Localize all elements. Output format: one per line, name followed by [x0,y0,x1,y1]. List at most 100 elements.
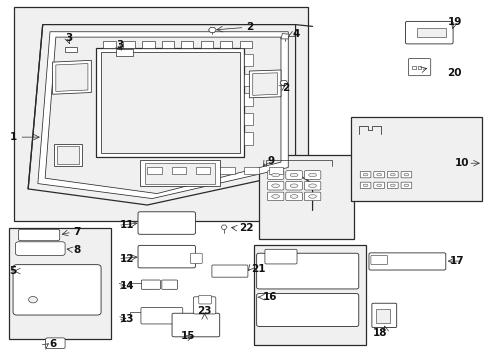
Ellipse shape [376,184,381,186]
Ellipse shape [289,173,297,177]
Polygon shape [244,113,253,125]
Text: 1: 1 [10,132,17,142]
FancyBboxPatch shape [211,265,247,277]
Bar [351,117,481,202]
FancyBboxPatch shape [199,296,211,304]
Polygon shape [239,41,251,48]
Text: 18: 18 [372,328,386,338]
FancyBboxPatch shape [360,171,370,178]
FancyBboxPatch shape [400,171,411,178]
Polygon shape [28,24,295,205]
FancyBboxPatch shape [267,171,284,179]
Text: 13: 13 [119,314,134,324]
Bar [254,245,366,345]
Ellipse shape [308,195,316,198]
Polygon shape [64,47,77,52]
Text: 10: 10 [454,158,468,168]
FancyBboxPatch shape [138,246,195,268]
FancyBboxPatch shape [386,182,397,189]
FancyBboxPatch shape [190,253,202,264]
Polygon shape [244,167,259,174]
Polygon shape [280,80,287,85]
Polygon shape [244,93,253,106]
Polygon shape [196,167,210,174]
FancyBboxPatch shape [304,171,320,179]
Text: 16: 16 [262,292,276,302]
FancyBboxPatch shape [386,171,397,178]
FancyBboxPatch shape [138,212,195,234]
Text: 2: 2 [245,22,253,32]
FancyBboxPatch shape [141,280,160,289]
Polygon shape [122,41,135,48]
FancyBboxPatch shape [256,253,358,289]
Text: 12: 12 [119,253,134,264]
Polygon shape [116,49,132,56]
Polygon shape [171,167,186,174]
FancyBboxPatch shape [304,181,320,190]
FancyBboxPatch shape [368,253,445,270]
FancyBboxPatch shape [285,171,302,179]
Text: 5: 5 [10,266,17,276]
Text: 14: 14 [119,282,134,292]
Polygon shape [162,41,174,48]
Text: 11: 11 [119,220,134,230]
Text: 7: 7 [73,227,81,237]
Bar [259,155,353,239]
Polygon shape [103,41,116,48]
Ellipse shape [363,184,367,186]
Ellipse shape [363,174,367,176]
Polygon shape [244,73,253,86]
FancyBboxPatch shape [360,182,370,189]
Text: 23: 23 [197,306,211,316]
Polygon shape [181,41,193,48]
Bar [9,228,111,339]
FancyBboxPatch shape [13,265,101,315]
FancyBboxPatch shape [45,338,65,348]
FancyBboxPatch shape [16,242,65,255]
Ellipse shape [271,195,279,198]
Polygon shape [411,66,415,69]
FancyBboxPatch shape [193,297,215,314]
Ellipse shape [289,184,297,188]
Polygon shape [142,41,154,48]
Polygon shape [249,70,281,98]
Text: 22: 22 [238,222,253,233]
Bar [375,309,389,323]
Polygon shape [52,60,91,94]
Ellipse shape [403,174,408,176]
Polygon shape [281,33,288,39]
Ellipse shape [376,174,381,176]
Text: 3: 3 [116,40,123,50]
Polygon shape [208,27,216,32]
Text: 19: 19 [447,17,461,27]
Polygon shape [220,41,232,48]
Text: 17: 17 [449,256,464,266]
Text: 6: 6 [49,339,56,348]
Polygon shape [140,160,220,186]
Ellipse shape [289,195,297,198]
Polygon shape [45,37,281,194]
FancyBboxPatch shape [141,307,183,324]
FancyBboxPatch shape [304,192,320,201]
Text: 20: 20 [447,68,461,78]
Text: 21: 21 [250,264,265,274]
FancyBboxPatch shape [285,181,302,190]
Polygon shape [220,167,234,174]
FancyBboxPatch shape [400,182,411,189]
FancyBboxPatch shape [285,192,302,201]
Text: 2: 2 [282,83,289,93]
Ellipse shape [308,184,316,188]
Bar [14,7,307,221]
Polygon shape [417,66,420,69]
FancyBboxPatch shape [256,294,358,327]
Ellipse shape [29,296,37,303]
Text: 3: 3 [65,33,72,43]
FancyBboxPatch shape [373,171,384,178]
Polygon shape [38,32,287,199]
FancyBboxPatch shape [19,229,60,241]
FancyBboxPatch shape [264,249,296,264]
Polygon shape [101,53,239,153]
Ellipse shape [389,184,394,186]
Text: 8: 8 [73,245,81,255]
Polygon shape [221,225,226,229]
